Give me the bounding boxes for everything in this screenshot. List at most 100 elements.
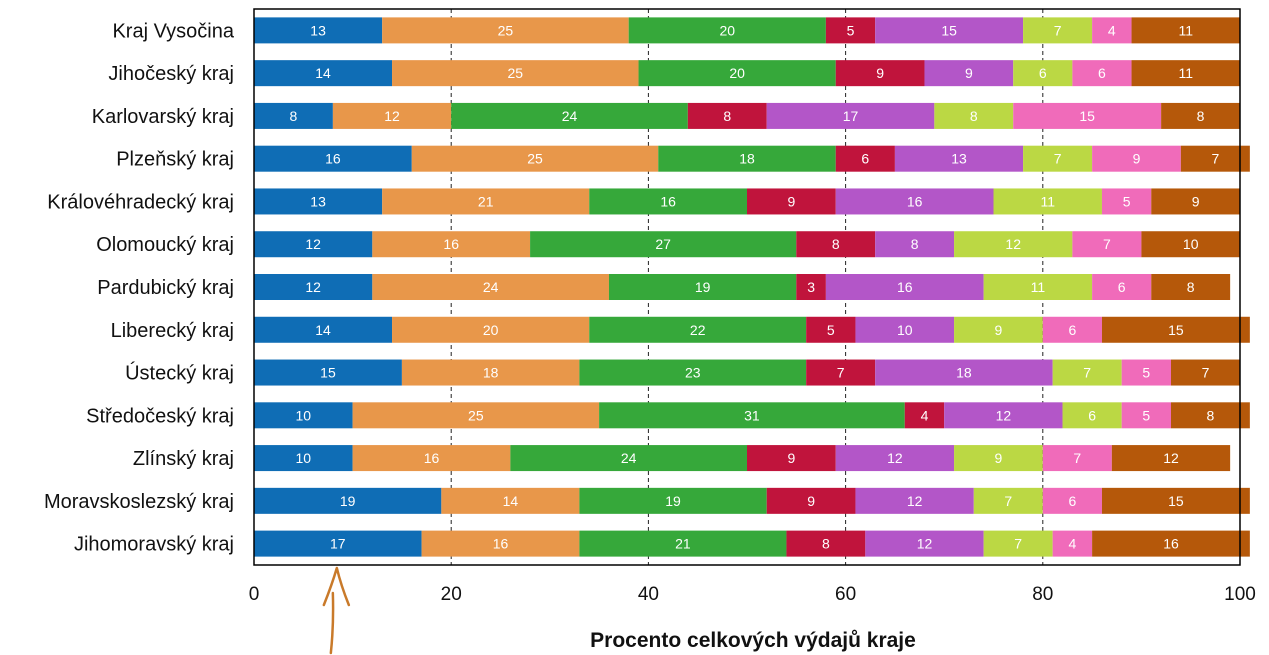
bar-value-label: 16 [1163, 536, 1179, 552]
bar-value-label: 8 [290, 108, 298, 124]
bar-value-label: 5 [847, 22, 855, 38]
bar-segment [1161, 102, 1240, 129]
bar-value-label: 10 [897, 322, 913, 338]
bar-value-label: 14 [315, 322, 331, 338]
bar-segment [332, 102, 452, 129]
x-tick-labels: 0 20 40 60 80 100 [249, 584, 1256, 605]
bar-segment [382, 188, 590, 215]
bar-value-label: 5 [1142, 365, 1150, 381]
bar-value-label: 9 [807, 493, 815, 509]
bar-segment [628, 17, 826, 44]
bar-segment [894, 145, 1024, 172]
bar-segment [1042, 487, 1102, 514]
bar-value-label: 10 [296, 407, 312, 423]
bar-value-label: 18 [739, 151, 755, 167]
bar-value-label: 7 [1054, 151, 1062, 167]
category-label: Jihočeský kraj [108, 63, 234, 85]
bar-value-label: 4 [921, 407, 929, 423]
bar-segment [254, 402, 353, 429]
bar-segment [1170, 402, 1250, 429]
bar-value-label: 16 [443, 236, 459, 252]
bar-value-label: 16 [660, 193, 676, 209]
bar-segment [835, 188, 994, 215]
bar-segment [254, 445, 353, 472]
bar-value-label: 15 [1079, 108, 1095, 124]
bar-segment [352, 402, 600, 429]
bar-value-label: 23 [685, 365, 701, 381]
bar-segment [875, 17, 1024, 44]
bar-segment [451, 102, 688, 129]
bar-segment [766, 102, 935, 129]
bar-value-label: 11 [1178, 22, 1193, 38]
bar-value-label: 12 [305, 236, 321, 252]
bar-value-label: 7 [1103, 236, 1111, 252]
bar-value-label: 24 [621, 450, 637, 466]
grid-lines [450, 9, 1044, 565]
bar-segment [579, 487, 767, 514]
bar-segment [796, 274, 826, 300]
bar-value-label: 25 [527, 151, 543, 167]
bar-segment [254, 530, 422, 557]
bar-segment [1101, 188, 1152, 215]
bar-value-label: 15 [1168, 322, 1184, 338]
bar-value-label: 15 [1168, 493, 1184, 509]
bar-segment [973, 487, 1043, 514]
bar-segment [1141, 231, 1240, 258]
bar-segment [1131, 17, 1240, 44]
bar-segment [1101, 316, 1250, 343]
x-tick-label: 0 [249, 584, 260, 605]
bar-value-label: 8 [1187, 279, 1195, 295]
category-labels: Kraj Vysočina Jihočeský kraj Karlovarský k… [44, 20, 235, 555]
bar-value-label: 9 [1192, 193, 1200, 209]
bar-segment [254, 102, 333, 129]
bar-value-label: 8 [1207, 407, 1215, 423]
bar-value-label: 15 [320, 365, 336, 381]
bar-segment [254, 316, 393, 343]
bar-value-label: 22 [690, 322, 706, 338]
bar-value-label: 12 [907, 493, 923, 509]
bar-value-label: 21 [675, 536, 691, 552]
bar-segment [1151, 274, 1231, 300]
bar-segment [1101, 487, 1250, 514]
bar-segment [747, 188, 836, 215]
bar-value-label: 9 [1133, 151, 1141, 167]
bar-value-label: 12 [996, 407, 1012, 423]
bar-value-label: 9 [787, 450, 795, 466]
bar-segment [441, 487, 580, 514]
bar-value-label: 24 [483, 279, 499, 295]
bar-value-label: 14 [503, 493, 519, 509]
bar-value-label: 7 [837, 365, 845, 381]
bar-segment [825, 274, 984, 300]
bar-value-label: 16 [897, 279, 913, 295]
bar-value-label: 7 [1054, 22, 1062, 38]
bar-value-label: 12 [384, 108, 400, 124]
bar-segment [1121, 359, 1171, 386]
bar-value-label: 19 [665, 493, 681, 509]
category-label: Zlínský kraj [133, 448, 234, 470]
bar-value-label: 16 [424, 450, 440, 466]
bar-value-label: 12 [305, 279, 321, 295]
bar-value-label: 4 [1068, 536, 1076, 552]
bar-segment [954, 445, 1043, 472]
bar-value-label: 6 [861, 151, 869, 167]
bar-value-label: 11 [1178, 65, 1193, 81]
bar-segment [599, 402, 905, 429]
bar-segment [835, 60, 925, 87]
bar-segment [1121, 402, 1171, 429]
bar-segment [1092, 530, 1250, 557]
bar-segment [510, 445, 747, 472]
bar-segment [254, 359, 402, 386]
bar-value-label: 10 [296, 450, 312, 466]
bar-segment [835, 145, 895, 172]
bar-segment [589, 316, 807, 343]
bar-value-label: 6 [1068, 322, 1076, 338]
bar-segment [865, 530, 984, 557]
x-axis-title: Procento celkových výdajů kraje [590, 629, 916, 652]
bar-segment [530, 231, 797, 258]
bar-segment [1023, 145, 1093, 172]
category-label: Královéhradecký kraj [47, 191, 234, 213]
bar-value-label: 20 [719, 22, 735, 38]
bar-segment [392, 316, 590, 343]
bar-segment [855, 316, 955, 343]
